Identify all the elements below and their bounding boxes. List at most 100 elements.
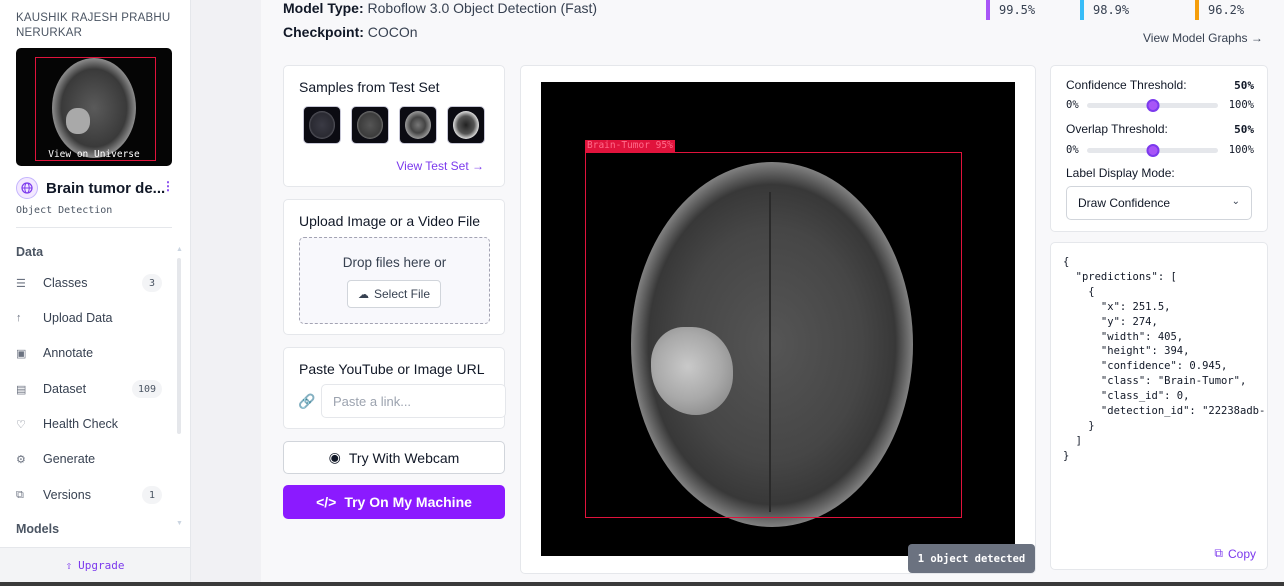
- midline: [769, 192, 771, 512]
- range-max: 100%: [1228, 99, 1254, 111]
- upload-cloud-icon: ☁: [357, 288, 369, 301]
- link-icon: 🔗: [298, 393, 316, 409]
- sample-thumbnail[interactable]: [351, 106, 389, 144]
- upload-card: Upload Image or a Video File Drop files …: [283, 199, 505, 335]
- view-test-set-link[interactable]: View Test Set →: [396, 159, 484, 173]
- sample-thumbnail[interactable]: [303, 106, 341, 144]
- overlap-slider[interactable]: [1087, 144, 1218, 157]
- metric-map: 99.5%: [986, 0, 1035, 20]
- upgrade-label: Upgrade: [78, 558, 125, 572]
- webcam-label: Try With Webcam: [348, 449, 460, 466]
- detection-label: Brain-Tumor 95%: [585, 140, 675, 152]
- sample-image: [309, 111, 335, 139]
- project-thumbnail[interactable]: View on Universe: [16, 48, 172, 166]
- select-file-label: Select File: [373, 287, 431, 301]
- metric-color-bar: [1195, 0, 1199, 20]
- thumbnail-bounding-box: [35, 57, 156, 161]
- globe-icon: [16, 177, 38, 199]
- metric-value: 98.9%: [1093, 3, 1130, 17]
- file-dropzone[interactable]: Drop files here or ☁ Select File: [299, 237, 490, 324]
- settings-card: Confidence Threshold: 50% 0% 100% Overla…: [1050, 65, 1268, 232]
- upgrade-button[interactable]: ⇧ Upgrade: [0, 547, 190, 582]
- range-max: 100%: [1228, 144, 1254, 156]
- sidebar-item-generate[interactable]: ⚙ Generate: [16, 447, 162, 471]
- sidebar-item-label: Generate: [43, 452, 96, 466]
- overlap-label: Overlap Threshold:: [1066, 122, 1168, 136]
- checkpoint: Checkpoint: COCOn: [283, 24, 418, 40]
- metric-recall: 96.2%: [1195, 0, 1244, 20]
- sidebar-item-upload-data[interactable]: ↑ Upload Data: [16, 306, 162, 330]
- workspace-name: KAUSHIK RAJESH PRABHU NERURKAR: [16, 12, 171, 39]
- copy-button[interactable]: ⧉ Copy: [1214, 546, 1256, 561]
- thumbnail-tumor: [66, 108, 90, 134]
- annotate-icon: ▣: [16, 347, 27, 360]
- sample-image: [405, 111, 431, 139]
- label-mode-select[interactable]: Draw Confidence ⌄: [1066, 186, 1252, 220]
- range-min: 0%: [1066, 144, 1079, 156]
- count-badge: 109: [131, 380, 162, 398]
- sidebar: KAUSHIK RAJESH PRABHU NERURKAR View on U…: [0, 0, 191, 582]
- url-card: Paste YouTube or Image URL 🔗: [283, 347, 506, 429]
- count-badge: 1: [142, 486, 162, 504]
- dataset-icon: ▤: [16, 383, 27, 396]
- sample-thumbnail[interactable]: [447, 106, 485, 144]
- sidebar-item-classes[interactable]: ☰ Classes 3: [16, 271, 162, 295]
- view-model-graphs-link[interactable]: View Model Graphs →: [1143, 31, 1263, 45]
- select-file-button[interactable]: ☁ Select File: [347, 280, 441, 308]
- metric-value: 99.5%: [999, 3, 1036, 17]
- machine-label: Try On My Machine: [344, 494, 472, 510]
- samples-card: Samples from Test Set View Test Set →: [283, 65, 505, 187]
- checkpoint-value: COCOn: [367, 24, 418, 40]
- project-title: Brain tumor de...: [46, 179, 166, 197]
- url-title: Paste YouTube or Image URL: [299, 361, 485, 377]
- scroll-down-icon[interactable]: ▼: [176, 520, 183, 527]
- generate-icon: ⚙: [16, 453, 26, 466]
- metric-value: 96.2%: [1208, 3, 1245, 17]
- sidebar-item-label: Dataset: [43, 382, 87, 396]
- more-options-icon[interactable]: ⋮: [162, 179, 174, 193]
- sidebar-item-dataset[interactable]: ▤ Dataset 109: [16, 377, 162, 401]
- sidebar-item-label: Versions: [43, 488, 91, 502]
- confidence-label: Confidence Threshold:: [1066, 78, 1187, 92]
- sidebar-item-annotate[interactable]: ▣ Annotate: [16, 341, 162, 365]
- list-icon: ☰: [16, 277, 26, 290]
- metric-precision: 98.9%: [1080, 0, 1129, 20]
- sample-image: [453, 111, 479, 139]
- upload-icon: ↑: [16, 312, 22, 324]
- confidence-slider[interactable]: [1087, 99, 1218, 112]
- range-min: 0%: [1066, 99, 1079, 111]
- model-type: Model Type: Roboflow 3.0 Object Detectio…: [283, 0, 597, 16]
- label-mode-label: Label Display Mode:: [1066, 166, 1175, 180]
- json-output-card: { "predictions": [ { "x": 251.5, "y": 27…: [1050, 242, 1268, 570]
- model-type-label: Model Type:: [283, 0, 364, 16]
- inference-viewer: Brain-Tumor 95%: [520, 65, 1036, 574]
- project-header: Brain tumor de... ⋮: [16, 177, 186, 199]
- detection-bounding-box: [585, 152, 962, 518]
- detection-status-badge: 1 object detected: [908, 544, 1035, 573]
- view-on-universe-link[interactable]: View on Universe: [48, 149, 140, 160]
- sample-thumbnail[interactable]: [399, 106, 437, 144]
- sidebar-item-health-check[interactable]: ♡ Health Check: [16, 412, 162, 436]
- samples-title: Samples from Test Set: [299, 79, 440, 95]
- sidebar-item-label: Classes: [43, 276, 88, 290]
- section-label-data: Data: [16, 245, 44, 259]
- json-output: { "predictions": [ { "x": 251.5, "y": 27…: [1063, 256, 1266, 462]
- copy-icon: ⧉: [1214, 546, 1223, 560]
- model-type-value: Roboflow 3.0 Object Detection (Fast): [367, 0, 598, 16]
- metric-color-bar: [1080, 0, 1084, 20]
- overlap-value: 50%: [1234, 123, 1254, 136]
- scroll-up-icon[interactable]: ▲: [176, 246, 183, 253]
- taskbar-edge: [0, 582, 1284, 586]
- sidebar-item-versions[interactable]: ⧉ Versions 1: [16, 483, 162, 507]
- checkpoint-label: Checkpoint:: [283, 24, 364, 40]
- try-webcam-button[interactable]: ◉ Try With Webcam: [283, 441, 505, 474]
- slider-handle[interactable]: [1146, 144, 1159, 157]
- url-input[interactable]: [321, 384, 506, 418]
- divider: [16, 227, 172, 228]
- thumbnail-brain-image: [52, 58, 136, 158]
- slider-handle[interactable]: [1146, 99, 1159, 112]
- drop-text: Drop files here or: [342, 255, 447, 270]
- try-on-my-machine-button[interactable]: </> Try On My Machine: [283, 485, 505, 519]
- sidebar-scrollbar[interactable]: [177, 258, 181, 434]
- section-label-models: Models: [16, 522, 60, 536]
